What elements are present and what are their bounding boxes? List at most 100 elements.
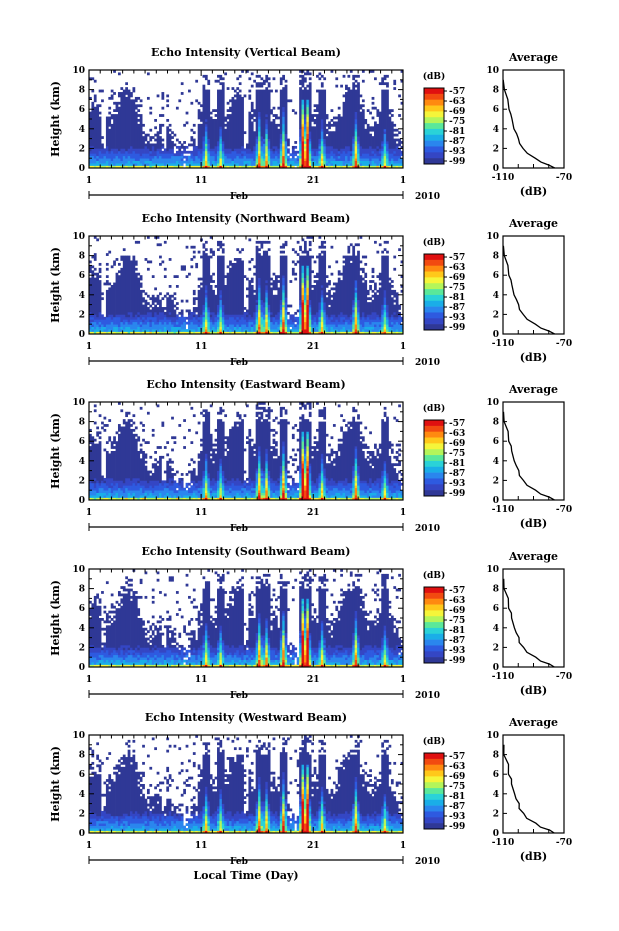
heatmap-cell bbox=[328, 443, 331, 447]
heatmap-cell bbox=[212, 331, 215, 335]
heatmap-cell bbox=[130, 92, 133, 98]
heatmap-cell bbox=[168, 158, 172, 164]
heatmap-cell bbox=[262, 406, 266, 413]
heatmap-cell bbox=[103, 662, 107, 665]
heatmap-cell bbox=[207, 642, 211, 648]
heatmap-cell bbox=[361, 647, 365, 656]
heatmap-cell bbox=[212, 477, 215, 486]
heatmap-cell bbox=[395, 480, 399, 484]
heatmap-cell bbox=[400, 285, 404, 288]
heatmap-cell bbox=[325, 114, 329, 120]
heatmap-cell bbox=[96, 331, 100, 335]
heatmap-cell bbox=[313, 664, 317, 668]
heatmap-cell bbox=[151, 316, 155, 323]
heatmap-cell bbox=[267, 309, 271, 313]
heatmap-cell bbox=[303, 644, 307, 651]
heatmap-cell bbox=[357, 299, 360, 308]
heatmap-cell bbox=[279, 133, 283, 139]
heatmap-cell bbox=[255, 490, 259, 498]
heatmap-cell bbox=[361, 443, 365, 449]
heatmap-cell bbox=[173, 133, 177, 137]
heatmap-cell bbox=[204, 625, 208, 631]
heatmap-cell bbox=[229, 662, 232, 665]
heatmap-cell bbox=[320, 82, 324, 88]
heatmap-cell bbox=[178, 331, 182, 335]
heatmap-cell bbox=[381, 158, 385, 166]
heatmap-cell bbox=[110, 163, 114, 166]
heatmap-cell bbox=[204, 482, 208, 491]
heatmap-cell bbox=[287, 482, 290, 486]
heatmap-cell bbox=[272, 272, 276, 276]
heatmap-cell bbox=[354, 289, 358, 293]
heatmap-cell bbox=[313, 492, 317, 498]
heatmap-cell bbox=[349, 421, 353, 427]
heatmap-cell bbox=[340, 593, 343, 597]
heatmap-cell bbox=[303, 640, 307, 646]
heatmap-cell bbox=[156, 647, 160, 651]
heatmap-cell bbox=[101, 627, 104, 631]
heatmap-cell bbox=[332, 485, 336, 489]
heatmap-cell bbox=[332, 497, 336, 501]
heatmap-cell bbox=[209, 620, 213, 646]
heatmap-cell bbox=[342, 101, 346, 149]
heatmap-cell bbox=[318, 77, 322, 81]
y-tick-label: 8 bbox=[79, 252, 85, 262]
heatmap-cell bbox=[299, 155, 302, 159]
heatmap-cell bbox=[299, 314, 302, 325]
heatmap-cell bbox=[226, 109, 230, 112]
heatmap-cell bbox=[291, 267, 295, 276]
heatmap-cell bbox=[258, 126, 261, 132]
heatmap-cell bbox=[299, 416, 302, 420]
heatmap-cell bbox=[328, 662, 331, 665]
heatmap-cell bbox=[364, 160, 368, 166]
heatmap-cell bbox=[354, 652, 358, 656]
heatmap-cell bbox=[267, 644, 271, 651]
heatmap-cell bbox=[236, 321, 240, 325]
heatmap-cell bbox=[395, 331, 399, 335]
heatmap-cell bbox=[221, 409, 225, 413]
heatmap-cell bbox=[311, 314, 314, 320]
heatmap-cell bbox=[120, 92, 124, 149]
heatmap-cell bbox=[352, 324, 356, 330]
heatmap-cell bbox=[299, 644, 302, 653]
heatmap-cell bbox=[96, 238, 100, 242]
heatmap-cell bbox=[238, 326, 242, 332]
heatmap-cell bbox=[337, 321, 341, 325]
heatmap-cell bbox=[282, 642, 285, 648]
heatmap-cell bbox=[303, 448, 307, 454]
heatmap-cell bbox=[390, 165, 394, 169]
heatmap-cell bbox=[212, 321, 215, 325]
heatmap-cell bbox=[238, 148, 242, 154]
heatmap-cell bbox=[226, 603, 230, 607]
heatmap-cell bbox=[260, 470, 264, 474]
heatmap-cell bbox=[125, 316, 128, 320]
heatmap-cell bbox=[89, 260, 92, 264]
heatmap-cell bbox=[115, 114, 119, 149]
heatmap-cell bbox=[398, 497, 401, 501]
heatmap-cell bbox=[115, 441, 119, 481]
heatmap-cell bbox=[127, 411, 131, 415]
heatmap-cell bbox=[381, 475, 385, 484]
heatmap-cell bbox=[299, 331, 302, 335]
heatmap-cell bbox=[166, 482, 170, 486]
heatmap-cell bbox=[325, 453, 329, 457]
heatmap-cell bbox=[195, 475, 199, 484]
heatmap-cell bbox=[221, 475, 225, 484]
heatmap-cell bbox=[166, 492, 170, 496]
heatmap-cell bbox=[386, 153, 389, 159]
heatmap-cell bbox=[299, 153, 302, 157]
heatmap-cell bbox=[137, 331, 141, 335]
heatmap-cell bbox=[357, 324, 360, 330]
heatmap-cell bbox=[89, 316, 92, 320]
heatmap-cell bbox=[313, 109, 317, 112]
heatmap-cell bbox=[318, 138, 322, 144]
heatmap-cell bbox=[282, 662, 285, 668]
heatmap-cell bbox=[250, 490, 254, 493]
heatmap-cell bbox=[168, 615, 172, 621]
heatmap-cell bbox=[287, 475, 290, 479]
heatmap-cell bbox=[200, 649, 203, 658]
heatmap-cell bbox=[258, 649, 261, 656]
heatmap-cell bbox=[260, 77, 264, 81]
heatmap-cell bbox=[221, 485, 225, 491]
heatmap-cell bbox=[291, 448, 295, 452]
